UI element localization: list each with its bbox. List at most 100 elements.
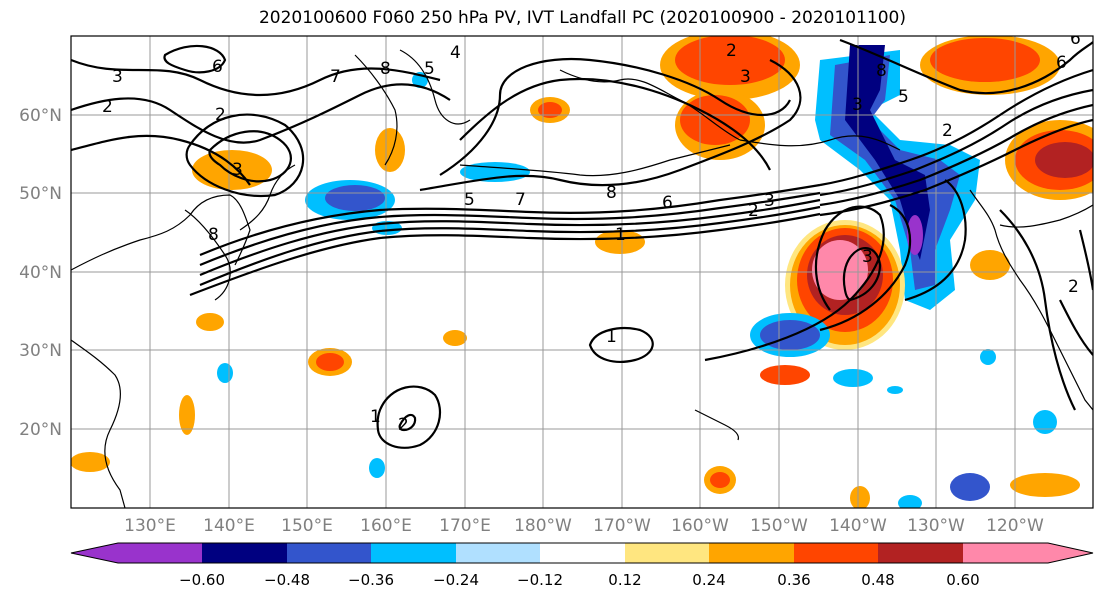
contour-line — [71, 58, 441, 97]
contour-label: 3 — [852, 95, 863, 115]
contour-line — [199, 183, 821, 257]
contour-line — [1059, 299, 1093, 356]
shade-blob — [179, 395, 195, 435]
colorbar-cell — [794, 543, 878, 563]
colorbar-tick-label: −0.60 — [179, 571, 225, 589]
colorbar-cell — [625, 543, 709, 563]
lon-label: 120°W — [986, 516, 1044, 536]
lon-label: 150°W — [750, 516, 808, 536]
lon-labels: 130°E 140°E 150°E 160°E 170°E 180°W 170°… — [124, 516, 1044, 536]
shade-blob — [71, 452, 110, 472]
contour-label: 5 — [464, 190, 475, 210]
colorbar-tick-label: 0.24 — [692, 571, 725, 589]
coast-siberia — [399, 49, 471, 125]
shade-blob — [675, 36, 785, 85]
colorbar-tick-label: 0.36 — [777, 571, 810, 589]
contour-label: 7 — [515, 190, 526, 210]
shade-blob — [760, 365, 810, 385]
contour-label: 6 — [1070, 29, 1081, 49]
colorbar-cell — [287, 543, 371, 563]
contour-line — [704, 205, 885, 362]
shade-blob — [760, 320, 820, 350]
lat-label: 60°N — [19, 106, 62, 126]
shade-blob — [812, 240, 868, 300]
map-title: 2020100600 F060 250 hPa PV, IVT Landfall… — [258, 8, 906, 28]
contour-line — [1078, 229, 1093, 291]
colorbar-cell — [963, 543, 1048, 563]
colorbar-tick-label: 0.48 — [861, 571, 894, 589]
shade-blob — [369, 458, 385, 478]
shade-blob — [196, 313, 224, 331]
contour-line — [819, 88, 1093, 197]
contour-line — [459, 77, 771, 171]
coast-china — [71, 339, 126, 508]
colorbar-tick-label: −0.24 — [433, 571, 479, 589]
contour-label: 2 — [748, 201, 759, 221]
lon-label: 160°E — [360, 516, 412, 536]
lon-label: 140°W — [829, 516, 887, 536]
coast-canada — [999, 204, 1093, 228]
contour-line — [819, 204, 912, 332]
contour-label: 2 — [942, 121, 953, 141]
colorbar-cells — [118, 543, 1048, 563]
contour-label: 5 — [898, 87, 909, 107]
contour-line — [189, 212, 821, 297]
contour-line — [71, 134, 251, 186]
contour-label: 6 — [212, 57, 223, 77]
shade-blob — [375, 128, 405, 172]
shade-blob — [1035, 142, 1093, 178]
colorbar-outline — [70, 542, 1094, 564]
shade-blob — [443, 330, 467, 346]
coast-asia — [71, 194, 251, 271]
shade-blob — [980, 349, 996, 365]
contour-line — [71, 83, 451, 144]
shade-blob — [325, 185, 385, 211]
colorbar-cell — [878, 543, 963, 563]
colorbar-tick-label: 0.12 — [608, 571, 641, 589]
colorbar-left-arrow — [71, 543, 118, 563]
contour-line — [163, 44, 227, 74]
shade-blob — [950, 473, 990, 501]
colorbar-tick-label: −0.36 — [348, 571, 394, 589]
coast-alaska — [559, 69, 741, 141]
contour-label: 3 — [232, 160, 243, 180]
shade-blob — [460, 162, 530, 182]
contour-label: 2 — [398, 415, 409, 435]
contour-line — [839, 38, 1093, 95]
coast-aleutians — [459, 144, 731, 177]
colorbar-cell — [371, 543, 456, 563]
contour-line — [208, 130, 292, 183]
lon-label: 160°W — [671, 516, 729, 536]
shade-blob — [1033, 410, 1057, 434]
contour-label: 8 — [380, 59, 391, 79]
lat-label: 40°N — [19, 263, 62, 283]
contour-label: 2 — [726, 41, 737, 61]
lat-label: 20°N — [19, 420, 62, 440]
colorbar-cell — [202, 543, 287, 563]
lat-labels: 60°N 50°N 40°N 30°N 20°N — [19, 106, 62, 440]
contour-label: 2 — [102, 97, 113, 117]
pv-contours — [71, 38, 1093, 449]
colorbar-cell — [709, 543, 794, 563]
lon-label: 130°W — [907, 516, 965, 536]
colorbar-tick-label: 0.60 — [946, 571, 979, 589]
graticule — [71, 36, 1093, 508]
contour-line — [199, 205, 821, 287]
shade-blob — [538, 102, 562, 118]
contour-line — [185, 113, 305, 198]
contour-label: 2 — [215, 105, 226, 125]
contour-label: 3 — [740, 67, 751, 87]
shade-blob — [316, 353, 344, 371]
coast-hawaii — [694, 409, 740, 441]
contour-label: 6 — [1056, 53, 1067, 73]
contour-line — [819, 103, 1093, 207]
contour-line — [439, 58, 791, 176]
shade-blob — [710, 472, 730, 488]
coast-gulf-alaska — [739, 135, 901, 151]
coast-west-na — [969, 189, 1093, 411]
contour-label: 1 — [615, 225, 626, 245]
shade-blob — [217, 363, 233, 383]
contour-labels: 2 6 3 2 7 8 5 4 8 3 5 7 8 6 2 3 2 3 8 6 … — [102, 29, 1081, 435]
lat-label: 50°N — [19, 184, 62, 204]
